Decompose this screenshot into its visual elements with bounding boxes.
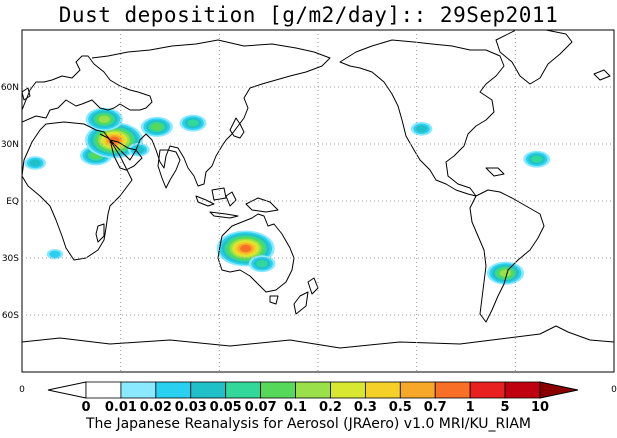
colorbar-tick-label: 0.1	[284, 400, 307, 415]
colorbar-bin	[295, 381, 331, 399]
lat-label: 30S	[2, 254, 19, 264]
colorbar: 0 0.01 0.02 0.03 0.05 0.07 0.1 0.2 0.3 0.5 0.7 1 5 10	[47, 381, 579, 415]
dust-patch	[523, 150, 551, 168]
colorbar-tick-label: 5	[501, 400, 510, 415]
edge-label-right: 0	[611, 385, 617, 395]
colorbar-arrow-right	[539, 381, 579, 399]
dust-patch	[216, 230, 275, 267]
colorbar-tick-label: 0.5	[389, 400, 412, 415]
latitude-labels: 60N 30N EQ 30S 60S	[1, 83, 19, 321]
colorbar-bin	[504, 381, 541, 399]
lat-label: 30N	[1, 140, 19, 150]
colorbar-bin	[225, 381, 262, 399]
lat-label: EQ	[6, 197, 19, 207]
colorbar-tick-label: 0.7	[424, 400, 447, 415]
colorbar-bin	[399, 381, 436, 399]
dust-patch	[486, 261, 525, 285]
colorbar-tick-label: 0.02	[140, 400, 172, 415]
colorbar-bin	[469, 381, 506, 399]
lat-label: 60S	[2, 311, 19, 321]
colorbar-bin	[120, 381, 157, 399]
colorbar-bin	[330, 381, 366, 399]
colorbar-tick-label: 10	[531, 400, 549, 415]
colorbar-bin	[434, 381, 471, 399]
dust-patch	[24, 156, 46, 170]
colorbar-tick-label: 0.2	[319, 400, 342, 415]
dust-patch	[140, 116, 173, 137]
dust-patch	[46, 249, 64, 260]
colorbar-arrow-left	[47, 381, 87, 399]
colorbar-tick-label: 0.3	[354, 400, 377, 415]
dust-patch	[85, 107, 123, 131]
colorbar-tick-label: 1	[466, 400, 475, 415]
dust-patch	[248, 255, 276, 273]
colorbar-bin	[190, 381, 227, 399]
colorbar-bin	[260, 381, 296, 399]
colorbar-tick-label: 0.03	[175, 400, 207, 415]
colorbar-bin	[155, 381, 192, 399]
lat-lon-grid	[22, 30, 614, 372]
dust-deposition-field	[24, 107, 551, 285]
colorbar-tick-label: 0.05	[210, 400, 242, 415]
dust-patch	[179, 114, 207, 132]
edge-label-left: 0	[19, 385, 25, 395]
colorbar-tick-label: 0.07	[245, 400, 277, 415]
dust-patch	[85, 122, 144, 159]
coastlines	[22, 30, 614, 349]
colorbar-tick-label: 0	[81, 400, 90, 415]
footer-credit: The Japanese Reanalysis for Aerosol (JRA…	[85, 416, 532, 432]
colorbar-bin	[85, 381, 122, 399]
colorbar-tick-label: 0.01	[105, 400, 137, 415]
chart-title: Dust deposition [g/m2/day]:: 29Sep2011	[58, 3, 559, 27]
lat-label: 60N	[1, 83, 19, 93]
colorbar-bin	[364, 381, 401, 399]
dust-patch	[410, 122, 433, 136]
